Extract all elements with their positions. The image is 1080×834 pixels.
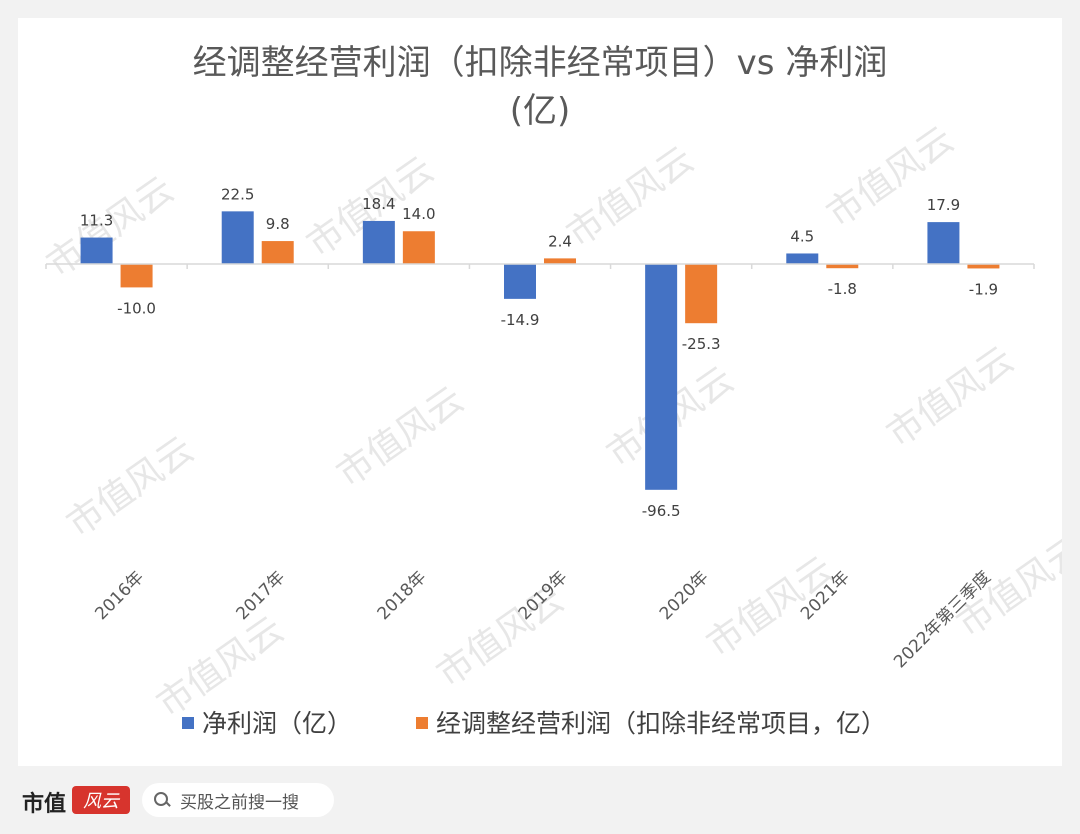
bar-net-profit [80,237,113,264]
footer-bar: 市值 风云 买股之前搜一搜 [0,766,1080,834]
chart-card: 市值风云 市值风云 市值风云 市值风云 市值风云 市值风云 市值风云 市值风云 市值风云 市值风云… [18,18,1062,766]
category-label: 2018年 [374,567,431,624]
data-label: 11.3 [80,212,113,230]
data-label: -10.0 [117,299,156,317]
data-label: -1.8 [828,280,857,298]
bar-adjusted-profit [261,241,294,264]
data-label: -96.5 [642,502,681,520]
data-label: 17.9 [927,196,960,214]
data-label: 14.0 [402,205,435,223]
bar-net-profit [927,222,960,264]
chart-title-unit: (亿) [510,91,571,131]
bar-adjusted-profit [120,264,153,288]
bar-adjusted-profit [402,231,435,264]
watermark-text: 市值风云 [150,609,291,725]
data-label: 2.4 [548,232,572,250]
bar-net-profit [362,220,395,264]
axis-ticks [45,264,1035,269]
category-label: 2020年 [656,567,713,624]
legend-swatch-net-profit [182,717,194,729]
search-box[interactable]: 买股之前搜一搜 [142,783,334,817]
data-label: -14.9 [501,311,540,329]
watermark-text: 市值风云 [560,139,701,255]
bar-adjusted-profit [685,264,718,324]
brand-logo-text: 市值 [22,791,67,817]
data-label: -1.9 [969,280,998,298]
bar-net-profit [221,211,254,264]
data-label: -25.3 [682,335,721,353]
data-label: 22.5 [221,185,254,203]
data-label: 4.5 [790,227,814,245]
data-label: 9.8 [266,215,290,233]
bar-adjusted-profit [544,258,576,264]
chart-title: 经调整经营利润（扣除非经常项目）vs 净利润 [193,43,888,83]
watermark-text: 市值风云 [820,119,961,235]
brand-logo-badge: 风云 [72,786,130,814]
watermark-text: 市值风云 [60,429,201,545]
search-icon [154,792,170,808]
data-labels: 11.3 -10.0 22.5 9.8 18.4 14.0 -14.9 2.4 -96.5 -25… [80,185,998,519]
bar-net-profit [786,253,819,264]
watermark-text: 市值风云 [330,379,471,495]
legend: 净利润（亿） 经调整经营利润（扣除非经常项目，亿） [182,709,886,738]
legend-label-net-profit: 净利润（亿） [202,709,352,738]
category-label: 2016年 [91,567,148,624]
bar-adjusted-profit [826,264,859,269]
bar-net-profit [645,264,678,490]
legend-label-adjusted-profit: 经调整经营利润（扣除非经常项目，亿） [436,709,886,738]
data-label: 18.4 [362,195,395,213]
watermark-text: 市值风云 [880,339,1021,455]
search-placeholder: 买股之前搜一搜 [180,792,299,813]
legend-swatch-adjusted-profit [416,717,428,729]
bar-adjusted-profit [967,264,1000,269]
bars-layer [80,211,1000,490]
bar-net-profit [504,264,536,299]
